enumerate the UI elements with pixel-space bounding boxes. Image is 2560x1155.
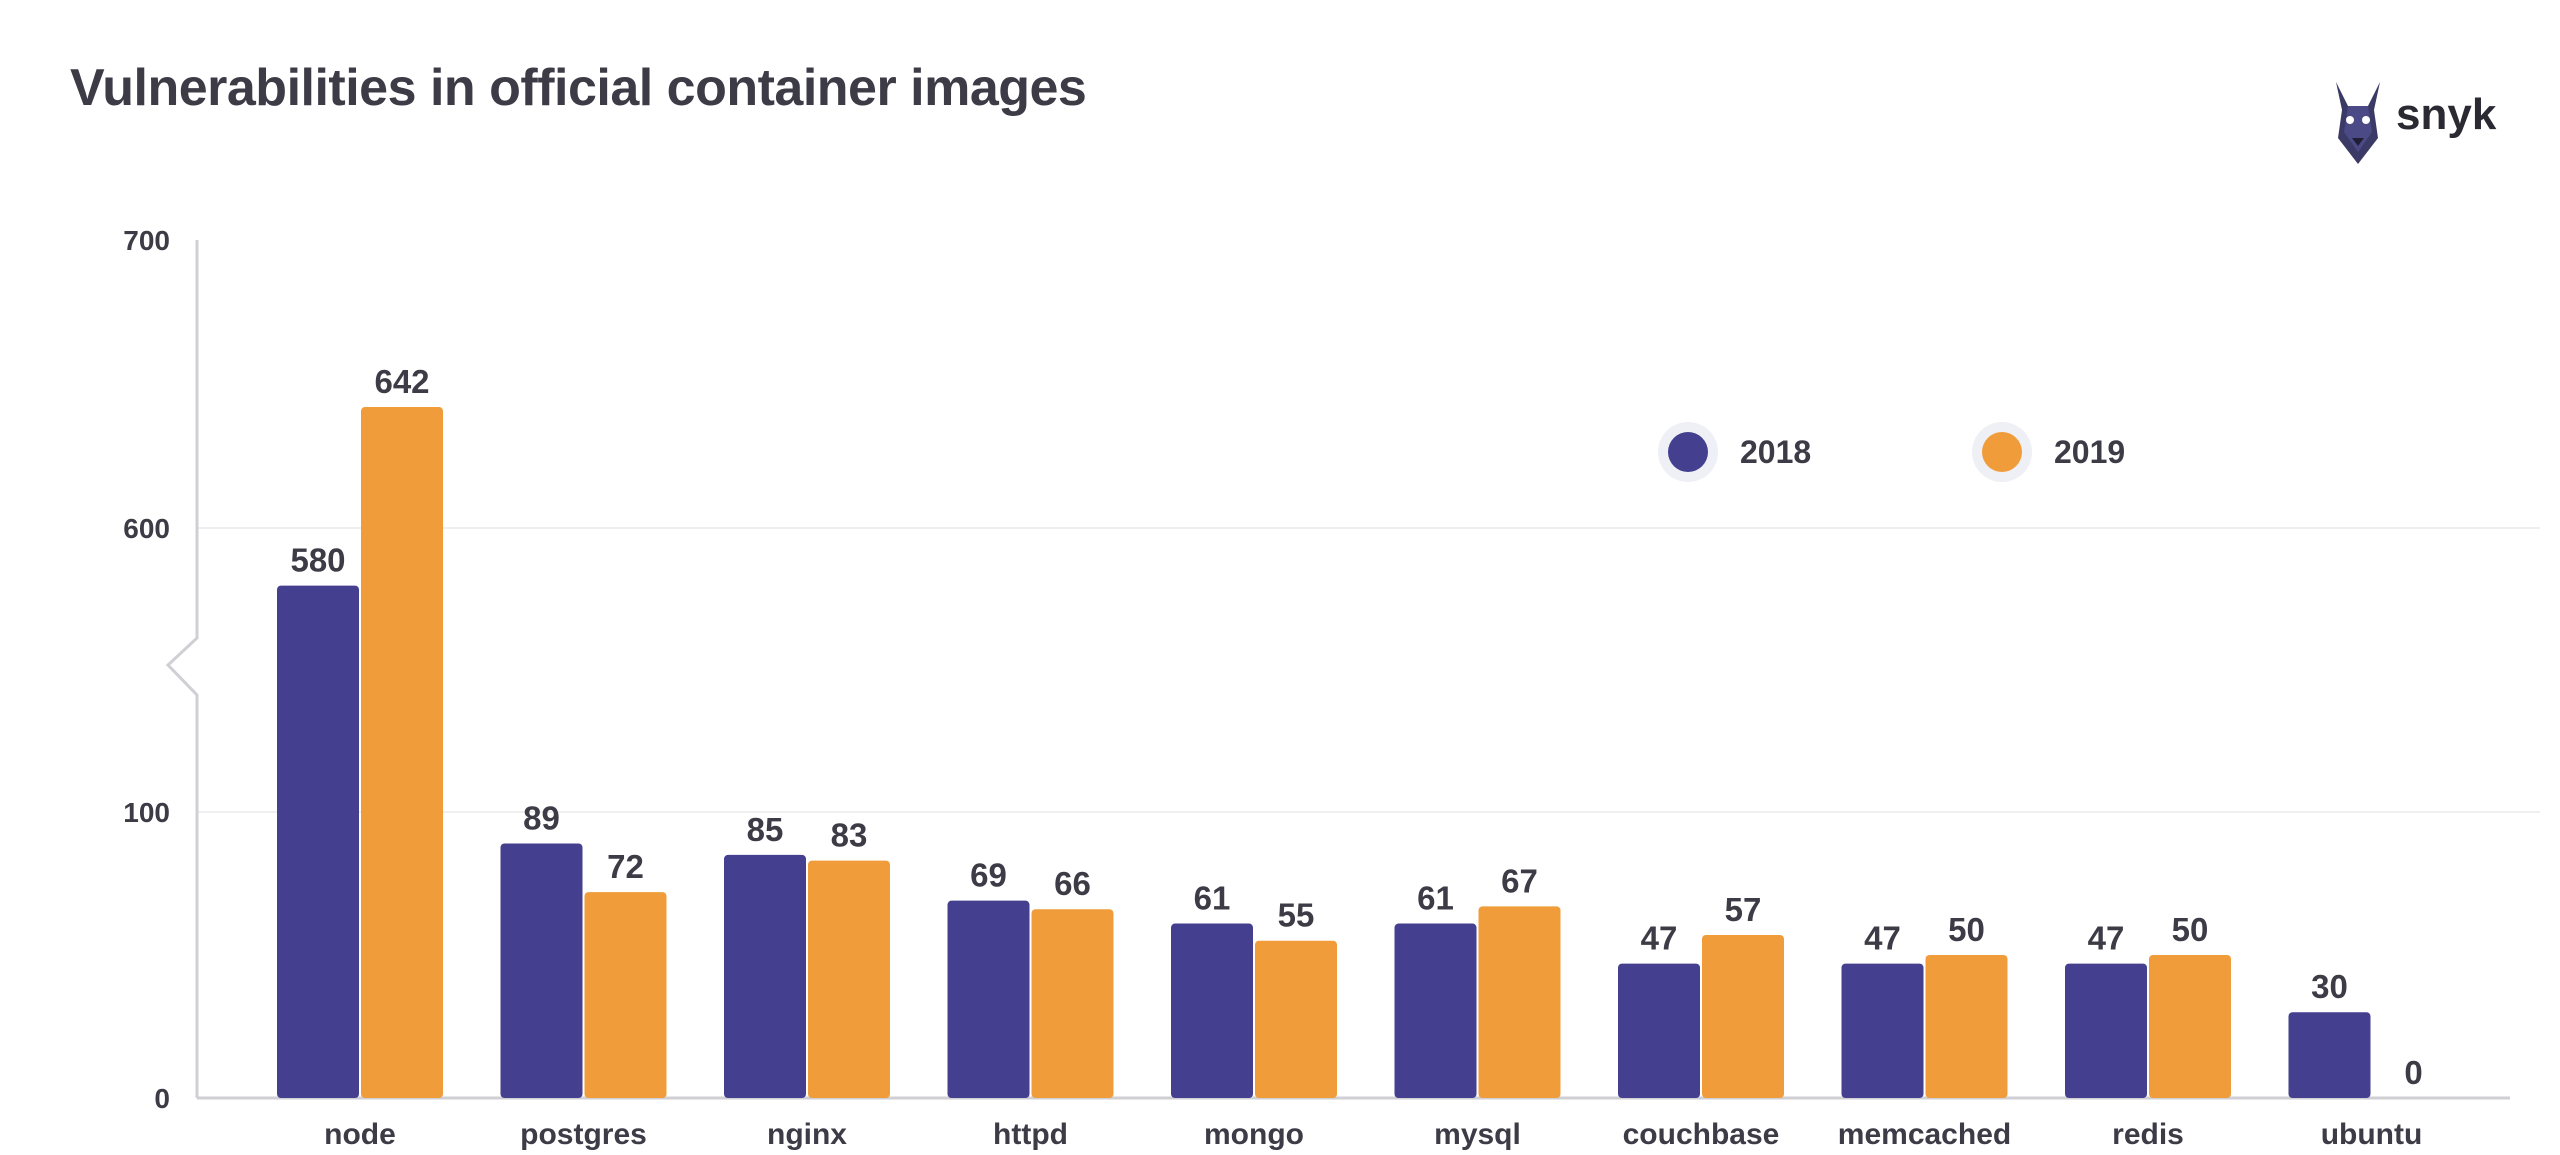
data-label: 30: [2311, 968, 2348, 1005]
data-label: 0: [2404, 1054, 2422, 1091]
bar-2019-couchbase: [1702, 934, 1784, 1098]
y-tick-label: 700: [123, 225, 170, 256]
bar-2019-nginx: [808, 860, 890, 1098]
data-label: 61: [1417, 880, 1454, 917]
data-label: 55: [1278, 897, 1315, 934]
bar-2018-nginx: [724, 854, 806, 1098]
x-tick-label: nginx: [767, 1118, 847, 1151]
bar-2019-mongo: [1255, 940, 1337, 1098]
y-tick-label: 100: [123, 797, 170, 828]
bar-2018-ubuntu: [2288, 1012, 2371, 1098]
y-axis: [165, 240, 199, 1098]
doberman-logo-icon: [2336, 82, 2380, 164]
y-tick-label: 0: [154, 1083, 170, 1114]
bar-2019-httpd: [1031, 909, 1114, 1098]
data-label: 61: [1194, 880, 1231, 917]
bar-2018-httpd: [947, 900, 1030, 1098]
data-label: 47: [1641, 920, 1678, 957]
brand-name: snyk: [2396, 90, 2497, 139]
bar-2018-postgres: [500, 843, 583, 1098]
y-tick-label: 600: [123, 513, 170, 544]
data-label: 85: [747, 811, 784, 848]
data-label: 642: [374, 363, 429, 400]
bar-2019-redis: [2149, 955, 2231, 1098]
x-tick-label: ubuntu: [2321, 1118, 2423, 1151]
bar-2018-memcached: [1841, 963, 1924, 1098]
x-tick-label: couchbase: [1623, 1118, 1780, 1151]
snyk-logo: snyk: [2328, 80, 2508, 170]
data-label: 50: [2172, 911, 2209, 948]
data-label: 57: [1725, 891, 1762, 928]
x-tick-label: node: [324, 1118, 396, 1151]
data-label: 50: [1948, 911, 1985, 948]
data-label: 580: [290, 542, 345, 579]
data-label: 89: [523, 799, 560, 836]
x-tick-label: redis: [2112, 1118, 2184, 1151]
bar-2018-couchbase: [1618, 963, 1700, 1098]
data-label: 67: [1501, 862, 1538, 899]
legend-label: 2019: [2054, 434, 2125, 470]
legend-marker-2018: [1668, 432, 1708, 472]
x-tick-label: memcached: [1838, 1118, 2011, 1151]
chart-title: Vulnerabilities in official container im…: [70, 59, 1087, 117]
legend-marker-2019: [1982, 432, 2022, 472]
x-tick-label: httpd: [993, 1118, 1068, 1151]
bar-2018-redis: [2065, 963, 2147, 1098]
bar-2019-postgres: [584, 892, 667, 1098]
legend-label: 2018: [1740, 434, 1811, 470]
x-tick-label: mongo: [1204, 1118, 1304, 1151]
bar-2019-mysql: [1478, 906, 1561, 1098]
bar-2018-mongo: [1171, 923, 1253, 1098]
x-tick-label: postgres: [520, 1118, 647, 1151]
data-label: 66: [1054, 865, 1091, 902]
x-tick-label: mysql: [1434, 1118, 1521, 1151]
bar-2019-node: [361, 407, 443, 1098]
data-label: 83: [831, 817, 868, 854]
bar-2019-memcached: [1925, 955, 2008, 1098]
data-label: 69: [970, 857, 1007, 894]
bar-2018-mysql: [1394, 923, 1477, 1098]
data-label: 47: [1864, 920, 1901, 957]
data-label: 72: [607, 848, 644, 885]
bar-2018-node: [277, 585, 359, 1098]
data-label: 47: [2088, 920, 2125, 957]
